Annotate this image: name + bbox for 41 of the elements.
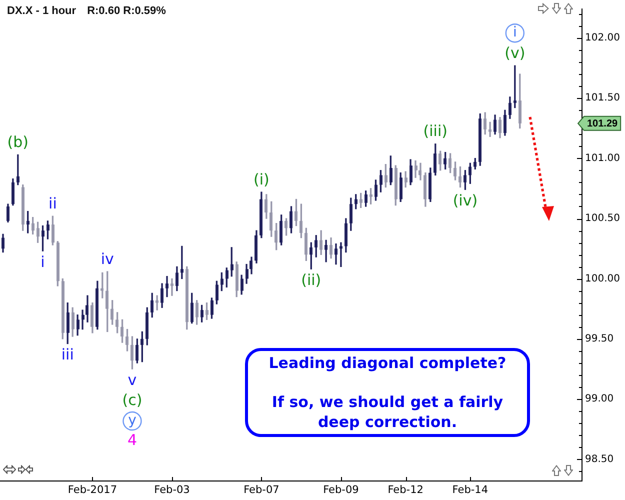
annotation: (c) xyxy=(122,390,142,409)
annotation: (ii) xyxy=(301,270,322,289)
annotation: v xyxy=(128,370,137,389)
y-tick-label: 101.00 xyxy=(585,152,620,164)
candlestick xyxy=(324,240,328,262)
candlestick xyxy=(156,295,158,310)
annotation: (b) xyxy=(7,133,29,152)
y-tick-label: 102.00 xyxy=(585,32,620,44)
annotation: iv xyxy=(100,250,114,268)
y-tick-label: 100.00 xyxy=(585,273,620,284)
annotation: i xyxy=(40,252,45,271)
text: Leading diagonal complete? If so, we should get a fairly deep correction. xyxy=(268,354,506,430)
y-tick-label: 101.50 xyxy=(585,92,620,104)
chart-subtitle: R:0.60 R:0.59% xyxy=(87,5,166,17)
y-tick-label: 98.50 xyxy=(585,454,614,465)
x-tick-label: Feb-03 xyxy=(154,484,190,496)
candlestick xyxy=(82,310,84,330)
y-tick-label: 99.00 xyxy=(585,394,614,405)
chart-title: DX.X - 1 hour xyxy=(7,5,76,17)
annotation: ii xyxy=(48,194,57,212)
annotation: i xyxy=(512,24,517,41)
annotation: (v) xyxy=(504,44,526,62)
candlestick xyxy=(418,162,422,180)
x-tick-label: Feb-12 xyxy=(388,484,424,496)
candlestick xyxy=(170,278,174,296)
x-tick-label: Feb-2017 xyxy=(68,484,118,496)
text: 101.29 xyxy=(586,118,618,130)
annotation: iii xyxy=(61,346,74,364)
annotation: (i) xyxy=(254,170,270,188)
candlestick xyxy=(488,122,492,137)
candlestick xyxy=(340,242,342,268)
candlestick xyxy=(166,276,168,298)
annotation: 4 xyxy=(127,430,137,449)
annotation: (iii) xyxy=(423,122,448,140)
y-tick-label: 100.50 xyxy=(585,213,620,224)
x-tick-label: Feb-09 xyxy=(323,484,359,496)
x-tick-label: Feb-07 xyxy=(244,484,280,496)
annotation: y xyxy=(128,412,136,429)
y-tick-label: 99.50 xyxy=(585,334,614,345)
annotation: (iv) xyxy=(452,192,478,210)
x-tick-label: Feb-14 xyxy=(452,484,488,496)
